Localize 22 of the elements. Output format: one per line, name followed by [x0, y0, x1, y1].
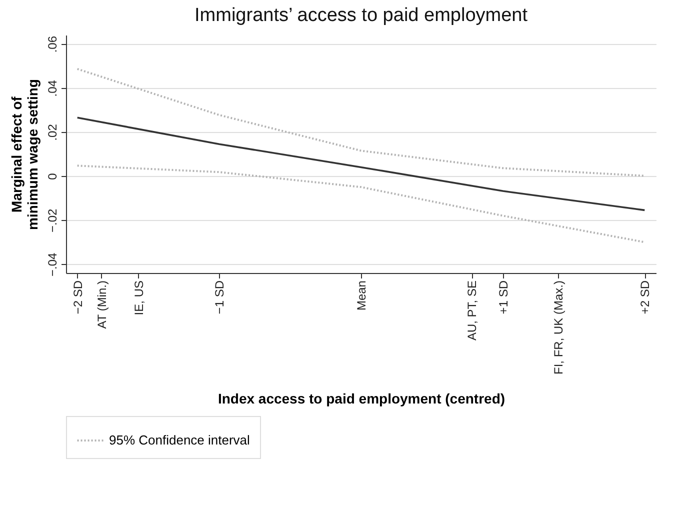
line-series	[76, 68, 646, 177]
y-tick-label: −.02	[46, 208, 60, 232]
x-tick-label: AT (Min.)	[94, 280, 109, 329]
x-tick-label: +1 SD	[496, 280, 510, 314]
legend-label: 95% Confidence interval	[109, 432, 250, 448]
y-tick-label: .02	[46, 124, 60, 141]
x-tick-label: −1 SD	[212, 280, 227, 314]
y-tick-label: 0	[46, 172, 60, 180]
y-tick-label: −.04	[46, 252, 60, 277]
x-tick-label: −2 SD	[70, 280, 85, 314]
x-tick-label: FI, FR, UK (Max.)	[552, 280, 566, 374]
x-tick-label: AU, PT, SE	[465, 280, 480, 341]
chart-title: Immigrants’ access to paid employment	[194, 5, 528, 26]
y-tick-label: .06	[46, 36, 60, 53]
x-axis-title: Index access to paid employment (centred)	[218, 390, 506, 406]
x-tick-label: IE, US	[132, 280, 146, 316]
y-tick-label: .04	[46, 80, 60, 97]
y-axis-title: Marginal effect of minimum wage setting	[8, 79, 40, 230]
line-series	[76, 116, 646, 212]
x-tick-label: +2 SD	[638, 280, 652, 314]
line-series	[76, 164, 646, 244]
x-tick-label: Mean	[354, 280, 368, 311]
